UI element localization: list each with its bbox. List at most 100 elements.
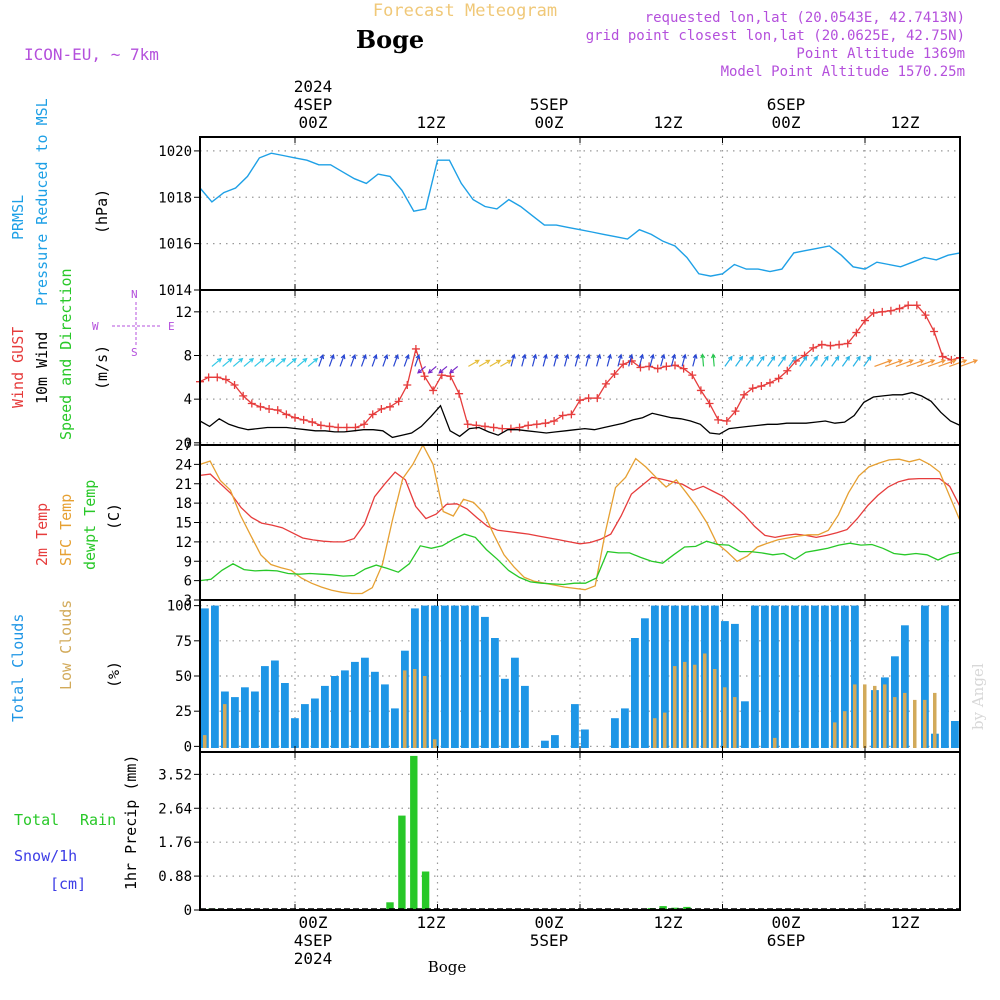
- y-tick-label: 12: [175, 535, 192, 551]
- low-clouds-label: Low Clouds: [57, 600, 75, 690]
- total-cloud-bar: [951, 721, 959, 748]
- total-cloud-bar: [361, 657, 369, 748]
- wind-direction-arrow: [756, 355, 765, 367]
- gust-marker: [930, 327, 939, 336]
- wind-direction-arrow: [949, 359, 968, 367]
- precip-bar: [386, 902, 394, 910]
- total-cloud-bar: [821, 605, 829, 748]
- total-cloud-bar: [241, 687, 249, 748]
- y-tick-label: 1.76: [158, 835, 192, 851]
- snow-unit-label: [cm]: [50, 875, 86, 893]
- compass-n: N: [131, 288, 138, 301]
- total-cloud-bar: [791, 605, 799, 748]
- wind-direction-arrow: [617, 353, 623, 367]
- wind10m-label: 10m Wind: [33, 332, 51, 404]
- precip-axis-label: 1hr Precip (mm): [122, 755, 140, 890]
- wind-direction-arrow: [596, 353, 602, 367]
- hour-label-top: 12Z: [891, 113, 920, 132]
- wind-direction-arrow: [360, 353, 367, 367]
- hour-label-bottom: 12Z: [891, 913, 920, 932]
- gust-marker: [411, 344, 420, 353]
- hour-label-bottom: 00Z: [299, 913, 328, 932]
- y-tick-label: 75: [175, 634, 192, 650]
- y-tick-label: 15: [175, 516, 192, 532]
- gust-marker: [671, 361, 679, 370]
- watermark: by Angel: [969, 663, 987, 730]
- gust-marker: [748, 384, 757, 393]
- wind-direction-arrow: [542, 353, 548, 367]
- point-altitude: Point Altitude 1369m: [796, 46, 965, 62]
- gust-marker: [334, 423, 343, 432]
- gust-marker: [843, 339, 852, 348]
- precip-bar: [659, 906, 667, 910]
- total-cloud-bar: [741, 701, 749, 748]
- total-cloud-bar: [261, 666, 269, 748]
- gust-marker: [714, 415, 723, 424]
- gust-marker: [532, 420, 541, 429]
- gust-marker: [584, 394, 593, 403]
- speed-direction-label: Speed and Direction: [57, 268, 75, 440]
- wind-direction-arrow: [767, 355, 776, 367]
- wind-direction-arrow: [297, 357, 308, 367]
- hour-label-top: 00Z: [772, 113, 801, 132]
- hour-label-top: 12Z: [654, 113, 683, 132]
- low-cloud-bar: [933, 692, 937, 748]
- gust-marker: [619, 360, 628, 369]
- hour-label-top: 00Z: [299, 113, 328, 132]
- wind-direction-arrow: [745, 355, 754, 367]
- total-cloud-bar: [941, 605, 949, 748]
- gust-marker: [455, 389, 464, 398]
- total-cloud-bar: [201, 608, 209, 748]
- total-cloud-bar: [511, 657, 519, 748]
- gust-marker: [610, 370, 619, 379]
- gust-marker: [558, 411, 567, 420]
- precip-bar: [421, 871, 430, 910]
- gust-marker: [282, 410, 291, 419]
- prmsl-label: PRMSL: [9, 195, 27, 240]
- low-cloud-bar: [843, 711, 847, 748]
- wind-line: [199, 391, 961, 439]
- wind-labels: Wind GUST 10m Wind Speed and Direction (…: [9, 268, 111, 440]
- y-tick-label: 24: [175, 457, 192, 473]
- y-tick-label: 0: [184, 436, 192, 452]
- total-cloud-bar: [311, 698, 319, 748]
- total-cloud-bar: [351, 661, 359, 748]
- gust-marker: [817, 340, 826, 349]
- wind-direction-arrow: [638, 353, 644, 367]
- y-tick-labels: 1014101610181020048123691215182124270255…: [158, 144, 192, 919]
- wind-direction-arrow: [307, 357, 319, 367]
- wind-direction-arrow: [531, 353, 538, 367]
- total-cloud-bar: [641, 618, 649, 748]
- wind-direction-arrow: [938, 359, 957, 367]
- wind-direction-arrow: [670, 353, 677, 367]
- pressure-line: [199, 152, 961, 277]
- gust-marker: [740, 390, 749, 399]
- low-cloud-bar: [693, 664, 697, 748]
- hour-label-top: 12Z: [417, 113, 446, 132]
- total-cloud-bar: [661, 605, 669, 748]
- gust-marker: [524, 421, 533, 430]
- total-cloud-bar: [301, 704, 309, 748]
- total-cloud-bar: [811, 605, 819, 748]
- y-tick-label: 2.64: [158, 801, 192, 817]
- low-cloud-bar: [733, 697, 737, 748]
- total-cloud-bar: [431, 605, 439, 748]
- wind-direction-arrow: [724, 355, 733, 367]
- total-cloud-bar: [381, 684, 389, 748]
- wind-direction-arrow: [414, 353, 421, 367]
- total-cloud-bar: [281, 683, 289, 748]
- gust-marker: [938, 352, 947, 361]
- day-label-6sep-bottom: 6SEP: [767, 931, 806, 950]
- chart-title: Forecast Meteogram: [373, 1, 557, 21]
- station-label-bottom: Boge: [428, 958, 467, 976]
- wind-direction-arrow: [510, 353, 516, 367]
- gust-marker: [308, 418, 317, 427]
- total-cloud-bar: [731, 623, 739, 748]
- model-label: ICON-EU, ~ 7km: [24, 45, 159, 64]
- total-cloud-bar: [541, 740, 549, 748]
- y-tick-label: 1016: [158, 237, 192, 253]
- gust-marker: [869, 308, 878, 317]
- low-cloud-bar: [223, 704, 227, 748]
- total-cloud-bar: [921, 605, 929, 748]
- wind-direction-arrow: [382, 353, 389, 367]
